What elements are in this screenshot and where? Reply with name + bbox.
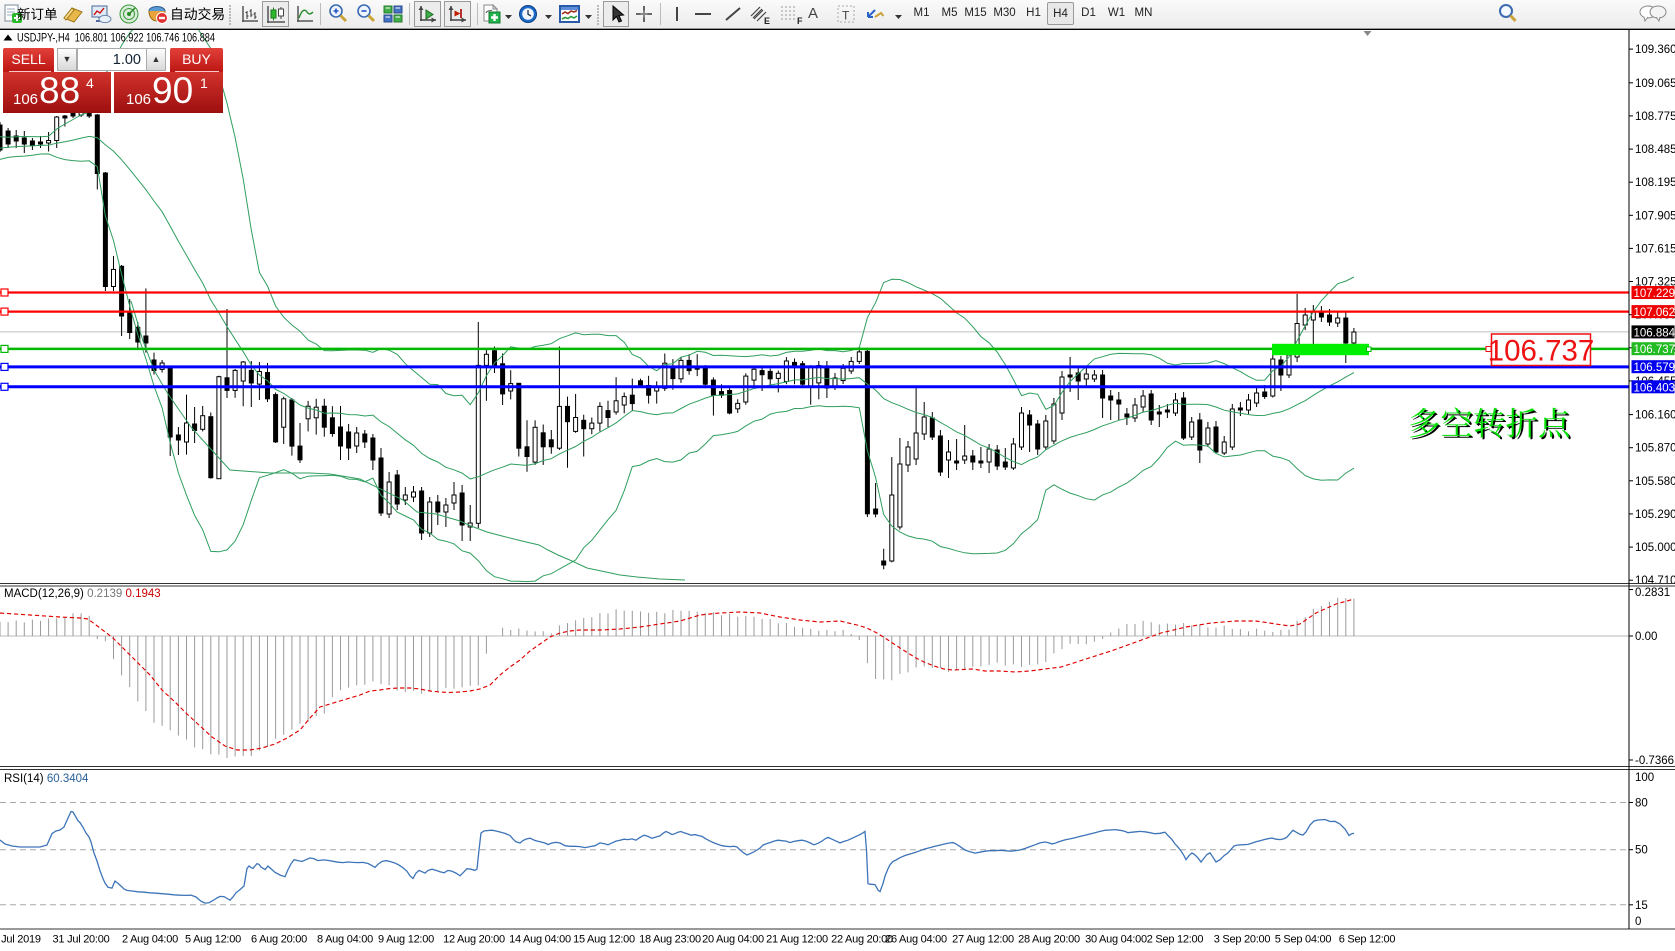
- svg-text:30 Aug 04:00: 30 Aug 04:00: [1085, 934, 1147, 946]
- svg-text:15: 15: [1635, 900, 1648, 912]
- svg-text:107.615: 107.615: [1635, 243, 1675, 255]
- svg-text:104.710: 104.710: [1635, 575, 1675, 587]
- svg-text:105.000: 105.000: [1635, 542, 1675, 554]
- svg-text:109.360: 109.360: [1635, 44, 1675, 56]
- svg-text:106.579: 106.579: [1634, 362, 1675, 374]
- svg-text:26 Aug 04:00: 26 Aug 04:00: [885, 934, 947, 946]
- svg-text:E: E: [764, 16, 770, 26]
- svg-text:30 Jul 2019: 30 Jul 2019: [0, 934, 41, 946]
- svg-text:5 Aug 12:00: 5 Aug 12:00: [185, 934, 241, 946]
- svg-text:109.065: 109.065: [1635, 78, 1675, 90]
- svg-text:107.905: 107.905: [1635, 210, 1675, 222]
- svg-text:2 Sep 12:00: 2 Sep 12:00: [1147, 934, 1204, 946]
- svg-text:6 Aug 20:00: 6 Aug 20:00: [251, 934, 307, 946]
- svg-text:108.485: 108.485: [1635, 144, 1675, 156]
- svg-text:18 Aug 23:00: 18 Aug 23:00: [639, 934, 701, 946]
- svg-text:106.737: 106.737: [1634, 344, 1675, 356]
- svg-text:F: F: [797, 16, 803, 26]
- svg-text:31 Jul 20:00: 31 Jul 20:00: [53, 934, 110, 946]
- svg-text:6 Sep 12:00: 6 Sep 12:00: [1339, 934, 1396, 946]
- svg-text:14 Aug 04:00: 14 Aug 04:00: [509, 934, 571, 946]
- svg-text:-0.7366: -0.7366: [1635, 755, 1674, 767]
- svg-text:105.870: 105.870: [1635, 443, 1675, 455]
- svg-text:8 Aug 04:00: 8 Aug 04:00: [317, 934, 373, 946]
- svg-text:50: 50: [1635, 845, 1648, 857]
- svg-text:0: 0: [1635, 916, 1641, 928]
- svg-text:80: 80: [1635, 798, 1648, 810]
- svg-text:2 Aug 04:00: 2 Aug 04:00: [122, 934, 178, 946]
- svg-text:RSI(14) 60.3404: RSI(14) 60.3404: [4, 773, 89, 785]
- svg-text:22 Aug 20:00: 22 Aug 20:00: [831, 934, 893, 946]
- svg-text:108.775: 108.775: [1635, 111, 1675, 123]
- svg-text:MACD(12,26,9) 0.2139 0.1943: MACD(12,26,9) 0.2139 0.1943: [4, 588, 161, 600]
- svg-text:0.2831: 0.2831: [1635, 587, 1670, 599]
- svg-text:106.737: 106.737: [1488, 335, 1595, 368]
- svg-text:106.403: 106.403: [1634, 382, 1675, 394]
- svg-text:15 Aug 12:00: 15 Aug 12:00: [573, 934, 635, 946]
- svg-text:106.884: 106.884: [1634, 327, 1675, 339]
- svg-text:105.580: 105.580: [1635, 476, 1675, 488]
- svg-text:T: T: [842, 9, 850, 23]
- svg-text:0.00: 0.00: [1635, 631, 1657, 643]
- svg-text:27 Aug 12:00: 27 Aug 12:00: [952, 934, 1014, 946]
- svg-text:105.290: 105.290: [1635, 509, 1675, 521]
- svg-text:12 Aug 20:00: 12 Aug 20:00: [443, 934, 505, 946]
- svg-text:28 Aug 20:00: 28 Aug 20:00: [1018, 934, 1080, 946]
- svg-text:3 Sep 20:00: 3 Sep 20:00: [1214, 934, 1271, 946]
- svg-text:USDJPY-,H4 106.801 106.922 10: USDJPY-,H4 106.801 106.922 106.746 106.8…: [17, 31, 215, 45]
- svg-text:5 Sep 04:00: 5 Sep 04:00: [1275, 934, 1332, 946]
- svg-text:9 Aug 12:00: 9 Aug 12:00: [378, 934, 434, 946]
- svg-text:108.195: 108.195: [1635, 177, 1675, 189]
- svg-text:100: 100: [1635, 772, 1654, 784]
- svg-text:107.062: 107.062: [1634, 307, 1675, 319]
- svg-text:20 Aug 04:00: 20 Aug 04:00: [702, 934, 764, 946]
- svg-text:107.325: 107.325: [1635, 277, 1675, 289]
- svg-text:107.229: 107.229: [1634, 288, 1675, 300]
- svg-text:21 Aug 12:00: 21 Aug 12:00: [766, 934, 828, 946]
- svg-text:106.160: 106.160: [1635, 410, 1675, 422]
